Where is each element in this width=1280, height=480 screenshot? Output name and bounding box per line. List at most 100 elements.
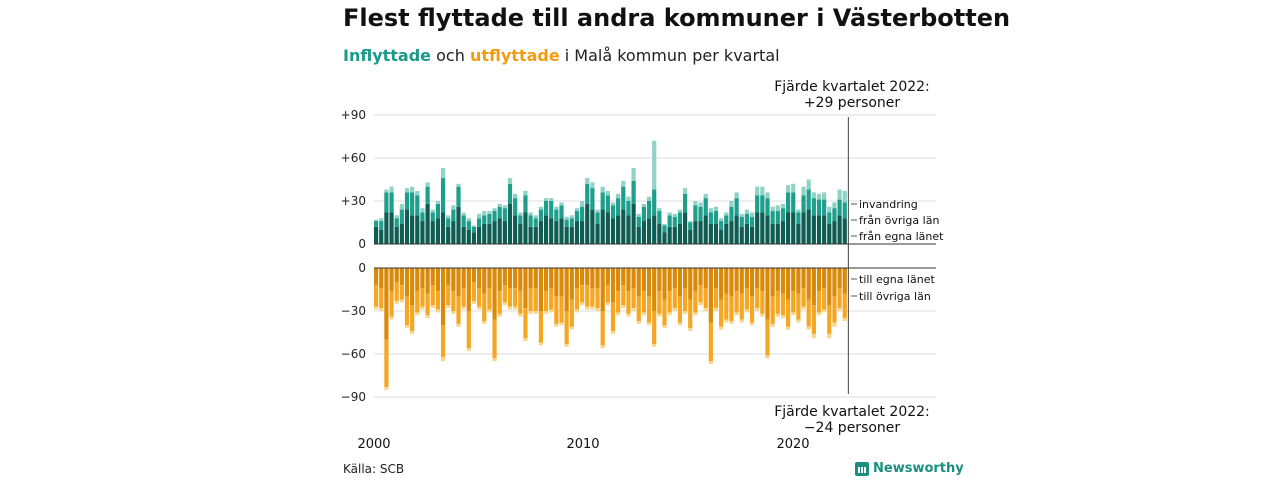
outflow-bar-emigration xyxy=(518,313,523,317)
outflow-bar-emigration xyxy=(724,319,729,323)
outflow-bar-emigration xyxy=(667,312,672,316)
inflow-bar-other-county xyxy=(796,212,801,224)
inflow-bar-other-county xyxy=(713,211,719,224)
outflow-bar-own-county xyxy=(842,268,847,294)
outflow-bar-emigration xyxy=(816,312,822,316)
outflow-bar-emigration xyxy=(703,308,708,311)
outflow-bar-other-county xyxy=(657,290,662,314)
outflow-bar-other-county xyxy=(719,299,724,327)
inflow-bar-own-county xyxy=(580,221,585,244)
inflow-bar-own-county xyxy=(497,218,502,244)
outflow-bar-own-county xyxy=(435,268,440,291)
outflow-bar-emigration xyxy=(404,325,410,329)
outflow-bar-other-county xyxy=(461,288,466,307)
inflow-bar-other-county xyxy=(451,209,456,222)
outflow-bar-own-county xyxy=(662,268,667,300)
inflow-bar-other-county xyxy=(760,195,765,213)
outflow-bar-emigration xyxy=(435,309,440,313)
inflow-bar-immigration xyxy=(657,208,662,212)
inflow-bar-other-county xyxy=(415,195,420,216)
outflow-bar-other-county xyxy=(549,288,554,310)
inflow-bar-own-county xyxy=(461,226,466,244)
inflow-bar-immigration xyxy=(816,193,822,200)
inflow-bar-own-county xyxy=(667,226,672,244)
outflow-bar-own-county xyxy=(456,268,461,297)
inflow-bar-immigration xyxy=(518,212,523,216)
outflow-bar-other-county xyxy=(538,311,543,343)
outflow-bar-own-county xyxy=(729,268,734,297)
inflow-bar-immigration xyxy=(389,186,394,193)
inflow-bar-other-county xyxy=(513,198,518,216)
inflow-bar-other-county xyxy=(837,199,842,216)
outflow-bar-own-county xyxy=(399,268,404,286)
outflow-bar-other-county xyxy=(554,296,559,324)
inflow-bar-own-county xyxy=(420,221,425,244)
outflow-bar-other-county xyxy=(384,339,389,387)
outflow-bar-emigration xyxy=(430,305,435,309)
outflow-bar-own-county xyxy=(806,268,811,300)
inflow-bar-own-county xyxy=(683,212,688,244)
inflow-bar-other-county xyxy=(461,215,466,227)
outflow-bar-other-county xyxy=(770,296,775,324)
outflow-bar-own-county xyxy=(703,268,708,289)
outflow-bar-other-county xyxy=(677,296,683,323)
inflow-bar-own-county xyxy=(786,212,791,244)
outflow-bar-own-county xyxy=(621,268,626,286)
inflow-bar-other-county xyxy=(574,211,580,222)
outflow-bar-emigration xyxy=(410,331,415,334)
inflow-bar-other-county xyxy=(636,216,641,227)
outflow-bar-own-county xyxy=(389,268,394,291)
outflow-bar-own-county xyxy=(374,268,379,286)
outflow-bar-own-county xyxy=(832,268,837,297)
outflow-bar-emigration xyxy=(564,343,569,347)
inflow-bar-other-county xyxy=(569,218,574,227)
inflow-bar-other-county xyxy=(559,205,564,219)
inflow-bar-other-county xyxy=(379,221,384,230)
outflow-bar-own-county xyxy=(410,268,415,306)
inflow-bar-immigration xyxy=(430,209,435,213)
inflow-bar-own-county xyxy=(755,212,760,244)
inflow-bar-other-county xyxy=(677,212,683,224)
series-label-top: från övriga län xyxy=(859,214,939,227)
outflow-bar-emigration xyxy=(698,302,703,306)
outflow-bar-emigration xyxy=(791,312,796,316)
inflow-bar-immigration xyxy=(775,205,780,212)
inflow-bar-own-county xyxy=(559,218,564,244)
outflow-bar-own-county xyxy=(667,268,672,291)
outflow-bar-own-county xyxy=(451,268,456,291)
inflow-bar-other-county xyxy=(744,213,749,224)
outflow-bar-own-county xyxy=(471,268,477,283)
x-tick-label: 2000 xyxy=(357,437,390,452)
outflow-bar-emigration xyxy=(827,333,832,339)
inflow-bar-other-county xyxy=(631,180,636,204)
inflow-bar-immigration xyxy=(569,215,574,219)
inflow-bar-immigration xyxy=(399,203,404,210)
inflow-bar-immigration xyxy=(528,212,533,216)
outflow-bar-other-county xyxy=(482,293,487,322)
outflow-bar-other-county xyxy=(605,285,610,303)
outflow-bar-emigration xyxy=(554,323,559,327)
chart-subtitle: Inflyttade och utflyttade i Malå kommun … xyxy=(343,46,780,65)
inflow-bar-other-county xyxy=(729,206,734,222)
outflow-bar-other-county xyxy=(652,311,657,344)
inflow-bar-immigration xyxy=(580,201,585,207)
y-tick-label-top: +60 xyxy=(341,151,366,165)
outflow-bar-emigration xyxy=(451,311,456,314)
outflow-bar-emigration xyxy=(683,311,688,314)
outflow-bar-emigration xyxy=(600,345,605,349)
inflow-bar-own-county xyxy=(796,223,801,244)
inflow-bar-other-county xyxy=(374,221,379,227)
inflow-bar-immigration xyxy=(837,189,842,200)
inflow-bar-own-county xyxy=(538,221,543,244)
inflow-bar-immigration xyxy=(574,208,580,212)
outflow-bar-other-county xyxy=(811,305,816,334)
inflow-bar-other-county xyxy=(816,199,822,216)
inflow-bar-own-county xyxy=(832,221,837,244)
outflow-bar-emigration xyxy=(610,331,616,334)
inflow-bar-other-county xyxy=(791,192,796,213)
inflow-bar-immigration xyxy=(631,168,636,181)
inflow-bar-other-county xyxy=(466,221,471,230)
inflow-bar-own-county xyxy=(471,232,477,244)
inflow-bar-own-county xyxy=(528,226,533,244)
outflow-bar-other-county xyxy=(456,296,461,324)
